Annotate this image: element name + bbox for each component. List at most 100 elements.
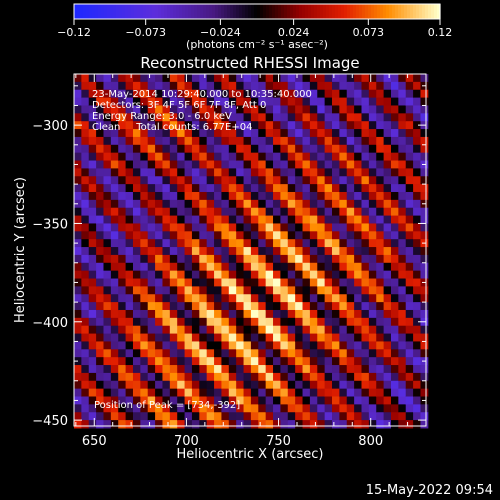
heatmap-cell [103,89,112,99]
heatmap-cell [390,184,399,193]
heatmap-cell [398,372,407,382]
heatmap-cell [236,309,245,319]
heatmap-cell [258,89,267,99]
heatmap-cell [280,294,289,303]
heatmap-cell [317,105,326,114]
heatmap-cell [287,365,296,374]
heatmap-cell [376,262,385,272]
heatmap-cell [110,160,119,169]
heatmap-cell [155,372,163,382]
heatmap-cell [147,333,156,342]
heatmap-cell [118,309,127,319]
heatmap-cell [420,388,429,398]
heatmap-cell [383,215,392,224]
heatmap-cell [96,325,104,335]
heatmap-cell [110,286,119,295]
heatmap-cell [361,97,370,106]
heatmap-cell [405,262,414,272]
heatmap-cell [81,380,90,390]
heatmap-cell [295,239,304,248]
heatmap-cell [147,294,156,303]
heatmap-cell [346,262,355,272]
heatmap-cell [169,74,178,83]
heatmap-cell [74,254,82,264]
heatmap-cell [214,176,222,185]
heatmap-cell [273,160,281,169]
heatmap-cell [332,160,340,169]
heatmap-cell [103,97,112,106]
heatmap-cell [162,309,171,319]
heatmap-cell [206,404,215,413]
heatmap-cell [361,129,370,138]
heatmap-cell [258,144,267,154]
heatmap-cell [317,81,326,91]
plot-timestamp: 15-May-2022 09:54 [366,483,493,498]
heatmap-cell [236,160,245,169]
heatmap-cell [354,81,362,91]
heatmap-cell [81,349,90,358]
heatmap-cell [309,372,318,382]
heatmap-cell [118,136,127,146]
heatmap-cell [214,97,222,106]
heatmap-cell [250,199,259,209]
heatmap-cell [125,247,134,256]
heatmap-cell [177,309,186,319]
heatmap-cell [177,176,186,185]
heatmap-cell [368,223,377,232]
heatmap-cell [398,81,407,91]
colorbar-cell [149,4,153,19]
heatmap-cell [206,325,215,335]
heatmap-cell [354,262,362,272]
heatmap-cell [273,372,281,382]
heatmap-cell [398,207,407,217]
heatmap-cell [96,105,104,114]
heatmap-cell [147,412,156,421]
colorbar-cell [122,4,126,19]
heatmap-cell [191,207,200,217]
heatmap-cell [191,333,200,342]
heatmap-cell [214,184,222,193]
heatmap-cell [383,254,392,264]
heatmap-cell [206,262,215,272]
heatmap-cell [309,302,318,311]
heatmap-cell [332,380,340,390]
heatmap-cell [258,254,267,264]
heatmap-cell [162,388,171,398]
heatmap-cell [302,286,311,295]
heatmap-cell [214,333,222,342]
heatmap-cell [273,74,281,83]
heatmap-cell [332,121,340,130]
heatmap-cell [258,160,267,169]
heatmap-cell [258,388,267,398]
heatmap-cell [420,215,429,224]
heatmap-cell [332,223,340,232]
heatmap-cell [287,231,296,240]
colorbar-cell [263,4,267,19]
heatmap-cell [199,302,208,311]
heatmap-cell [184,160,193,169]
heatmap-cell [309,105,318,114]
heatmap-cell [332,97,340,106]
heatmap-cell [214,136,222,146]
heatmap-cell [88,309,97,319]
heatmap-cell [147,325,156,335]
heatmap-cell [206,247,215,256]
heatmap-cell [118,286,127,295]
y-tick-label: −450 [32,414,68,429]
heatmap-cell [199,89,208,99]
heatmap-cell [324,160,333,169]
heatmap-cell [339,113,348,122]
heatmap-cell [96,262,104,272]
heatmap-cell [184,129,193,138]
heatmap-cell [354,207,362,217]
heatmap-cell [302,309,311,319]
heatmap-cell [280,372,289,382]
heatmap-cell [280,270,289,280]
heatmap-cell [177,152,186,162]
heatmap-cell [302,372,311,382]
heatmap-cell [140,302,149,311]
heatmap-cell [405,357,414,366]
heatmap-cell [368,129,377,138]
heatmap-cell [228,420,237,429]
heatmap-cell [302,215,311,224]
